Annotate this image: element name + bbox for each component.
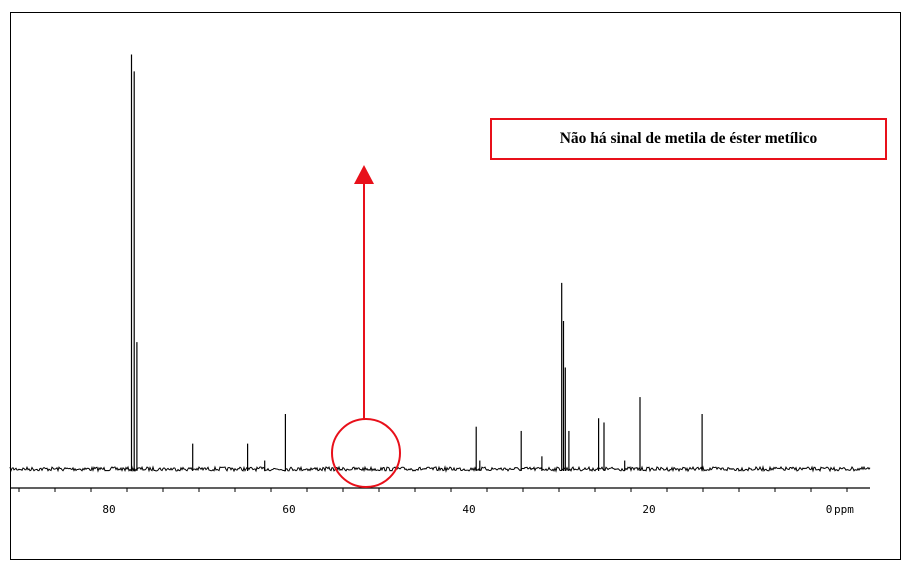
x-axis-minor-ticks [18, 488, 848, 492]
x-tick-label: 80 [102, 503, 115, 516]
spectrum-trace [9, 465, 871, 473]
x-axis-unit-label: ppm [834, 503, 854, 516]
annotation-arrow-head [354, 165, 374, 184]
x-tick-label: 40 [462, 503, 475, 516]
missing-signal-circle [331, 418, 401, 488]
x-tick-label: 20 [642, 503, 655, 516]
x-tick-label: 0 [826, 503, 833, 516]
annotation-box: Não há sinal de metila de éster metílico [490, 118, 887, 160]
x-tick-label: 60 [282, 503, 295, 516]
spectrum-peaks [130, 54, 703, 471]
x-axis-tick-labels: 160140120100806040200 [102, 503, 833, 516]
annotation-text: Não há sinal de metila de éster metílico [559, 130, 818, 147]
